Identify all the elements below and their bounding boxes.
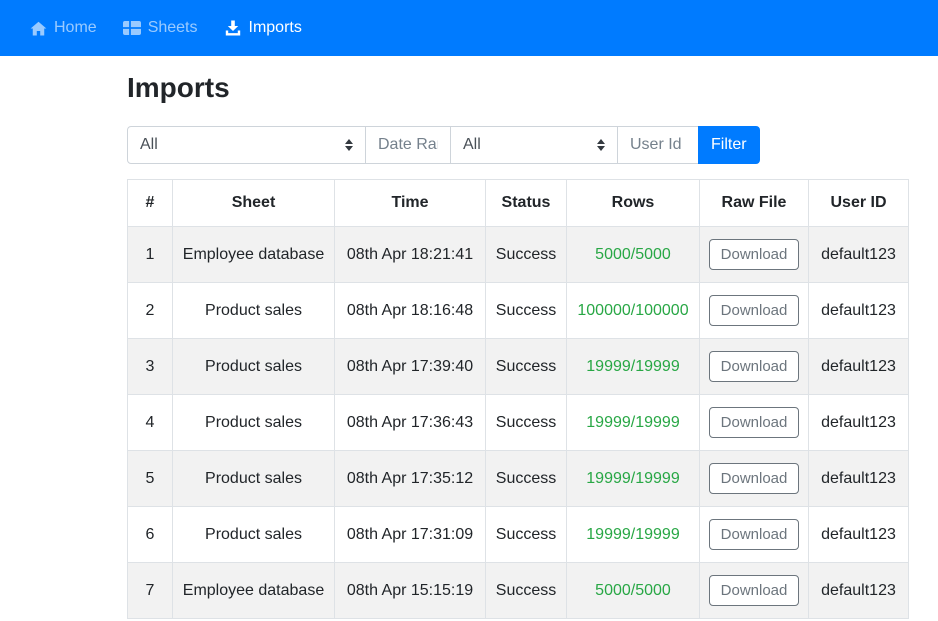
sheet-filter-select[interactable]: All xyxy=(127,126,366,164)
download-button[interactable]: Download xyxy=(708,295,800,326)
cell-time: 08th Apr 17:39:40 xyxy=(334,338,486,395)
table-row: 7 Employee database 08th Apr 15:15:19 Su… xyxy=(127,562,909,619)
table-row: 1 Employee database 08th Apr 18:21:41 Su… xyxy=(127,226,909,283)
cell-time: 08th Apr 17:35:12 xyxy=(334,450,486,507)
cell-status: Success xyxy=(485,282,567,339)
table-row: 2 Product sales 08th Apr 18:16:48 Succes… xyxy=(127,282,909,339)
main-content: Imports All All Filter xyxy=(127,72,909,619)
header-num: # xyxy=(127,179,173,227)
header-status: Status xyxy=(485,179,567,227)
filter-button[interactable]: Filter xyxy=(698,126,760,164)
cell-num: 4 xyxy=(127,394,173,451)
cell-raw-file: Download xyxy=(699,282,809,339)
cell-status: Success xyxy=(485,338,567,395)
cell-rows: 5000/5000 xyxy=(566,562,700,619)
imports-icon xyxy=(224,20,242,36)
cell-raw-file: Download xyxy=(699,394,809,451)
cell-sheet: Product sales xyxy=(172,506,335,563)
table-row: 3 Product sales 08th Apr 17:39:40 Succes… xyxy=(127,338,909,395)
table-row: 5 Product sales 08th Apr 17:35:12 Succes… xyxy=(127,450,909,507)
download-button[interactable]: Download xyxy=(708,239,800,270)
cell-status: Success xyxy=(485,562,567,619)
cell-rows: 19999/19999 xyxy=(566,450,700,507)
cell-rows: 19999/19999 xyxy=(566,394,700,451)
cell-sheet: Employee database xyxy=(172,226,335,283)
cell-status: Success xyxy=(485,226,567,283)
page-title: Imports xyxy=(127,72,230,103)
cell-sheet: Product sales xyxy=(172,338,335,395)
cell-user-id: default123 xyxy=(808,282,909,339)
nav-item-label: Home xyxy=(54,19,97,36)
status-filter-value: All xyxy=(463,136,481,153)
header-user-id: User ID xyxy=(808,179,909,227)
cell-time: 08th Apr 17:36:43 xyxy=(334,394,486,451)
table-row: 6 Product sales 08th Apr 17:31:09 Succes… xyxy=(127,506,909,563)
header-rows: Rows xyxy=(566,179,700,227)
user-id-input[interactable] xyxy=(617,126,699,164)
cell-time: 08th Apr 15:15:19 xyxy=(334,562,486,619)
cell-user-id: default123 xyxy=(808,562,909,619)
cell-raw-file: Download xyxy=(699,226,809,283)
sheets-icon xyxy=(122,20,141,36)
sheet-filter-value: All xyxy=(140,136,158,153)
nav-item-home[interactable]: Home xyxy=(16,11,110,45)
date-range-input[interactable] xyxy=(365,126,451,164)
cell-raw-file: Download xyxy=(699,450,809,507)
cell-raw-file: Download xyxy=(699,338,809,395)
nav-item-label: Sheets xyxy=(147,19,198,36)
cell-num: 2 xyxy=(127,282,173,339)
cell-num: 5 xyxy=(127,450,173,507)
nav-item-imports[interactable]: Imports xyxy=(211,11,315,45)
cell-num: 3 xyxy=(127,338,173,395)
download-button[interactable]: Download xyxy=(708,351,800,382)
nav-item-label: Imports xyxy=(248,19,302,36)
cell-time: 08th Apr 18:16:48 xyxy=(334,282,486,339)
cell-rows: 100000/100000 xyxy=(566,282,700,339)
cell-raw-file: Download xyxy=(699,506,809,563)
cell-rows: 5000/5000 xyxy=(566,226,700,283)
filter-bar: All All Filter xyxy=(127,126,907,164)
header-raw-file: Raw File xyxy=(699,179,809,227)
cell-status: Success xyxy=(485,506,567,563)
cell-user-id: default123 xyxy=(808,506,909,563)
table-header: # Sheet Time Status Rows Raw File User I… xyxy=(127,179,909,227)
cell-num: 6 xyxy=(127,506,173,563)
download-button[interactable]: Download xyxy=(708,407,800,438)
cell-sheet: Product sales xyxy=(172,282,335,339)
cell-rows: 19999/19999 xyxy=(566,506,700,563)
header-sheet: Sheet xyxy=(172,179,335,227)
header-time: Time xyxy=(334,179,486,227)
cell-num: 7 xyxy=(127,562,173,619)
cell-num: 1 xyxy=(127,226,173,283)
nav-item-sheets[interactable]: Sheets xyxy=(110,11,211,45)
cell-user-id: default123 xyxy=(808,338,909,395)
cell-user-id: default123 xyxy=(808,450,909,507)
table-body: 1 Employee database 08th Apr 18:21:41 Su… xyxy=(127,226,909,619)
cell-sheet: Product sales xyxy=(172,450,335,507)
download-button[interactable]: Download xyxy=(708,463,800,494)
cell-rows: 19999/19999 xyxy=(566,338,700,395)
status-filter-select[interactable]: All xyxy=(450,126,618,164)
home-icon xyxy=(29,20,47,36)
cell-status: Success xyxy=(485,450,567,507)
cell-raw-file: Download xyxy=(699,562,809,619)
cell-sheet: Product sales xyxy=(172,394,335,451)
imports-table: # Sheet Time Status Rows Raw File User I… xyxy=(127,179,909,619)
select-arrows-icon xyxy=(597,139,605,151)
cell-user-id: default123 xyxy=(808,226,909,283)
select-arrows-icon xyxy=(345,139,353,151)
cell-sheet: Employee database xyxy=(172,562,335,619)
navbar: Home Sheets Imports xyxy=(0,0,938,56)
cell-time: 08th Apr 18:21:41 xyxy=(334,226,486,283)
cell-status: Success xyxy=(485,394,567,451)
table-row: 4 Product sales 08th Apr 17:36:43 Succes… xyxy=(127,394,909,451)
cell-user-id: default123 xyxy=(808,394,909,451)
download-button[interactable]: Download xyxy=(708,575,800,606)
download-button[interactable]: Download xyxy=(708,519,800,550)
table-header-row: # Sheet Time Status Rows Raw File User I… xyxy=(127,179,909,227)
cell-time: 08th Apr 17:31:09 xyxy=(334,506,486,563)
